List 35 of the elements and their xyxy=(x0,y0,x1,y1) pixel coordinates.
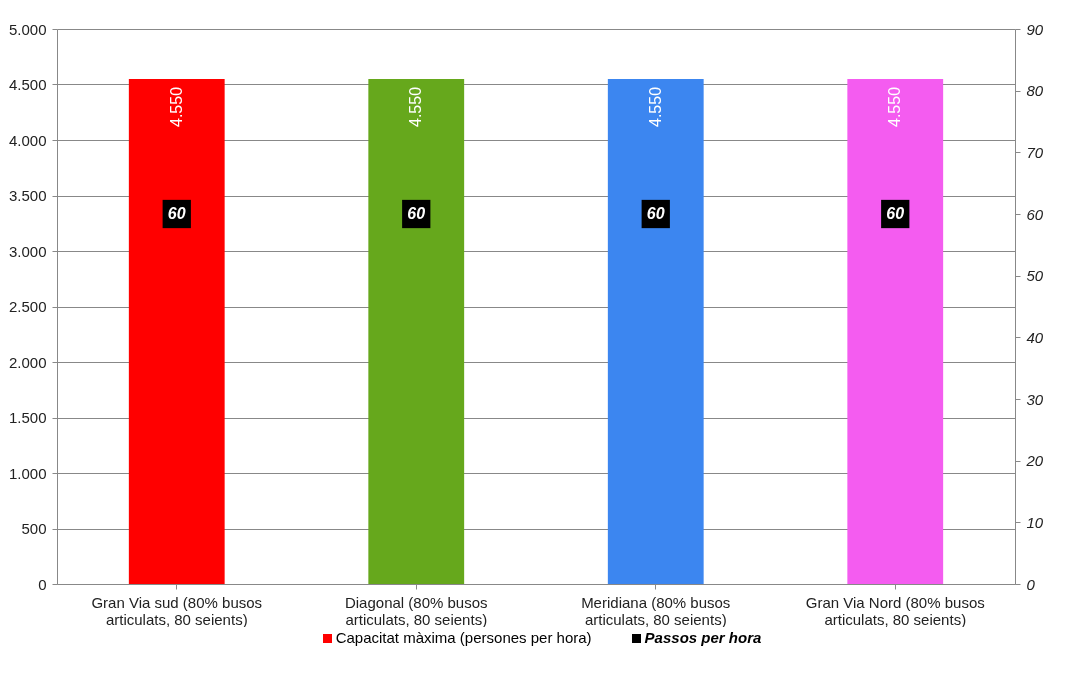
y2-tick-label: 10 xyxy=(1026,513,1044,531)
y-tick-label: 2.500 xyxy=(8,298,47,315)
x-tick-label: Diagonal (80% busos articulats, 80 seients) xyxy=(344,593,488,628)
x-tick-label: Gran Via Nord (80% busos articulats, 80 seients) xyxy=(805,593,985,628)
y-tick-label: 5.000 xyxy=(8,20,47,38)
y2-tick-label: 60 xyxy=(1026,205,1044,223)
y-tick-label: 4.500 xyxy=(8,76,47,93)
data-label: 60 xyxy=(886,205,905,222)
y-tick-label: 3.500 xyxy=(8,187,47,204)
y-tick-label: 0 xyxy=(38,575,47,593)
y-tick-label: 4.000 xyxy=(8,131,47,149)
y-tick-label: 3.000 xyxy=(8,242,47,260)
x-tick-label: Gran Via sud (80% busos articulats, 80 seients) xyxy=(91,593,263,628)
y2-tick-label: 80 xyxy=(1026,82,1044,100)
data-label: 4.550 xyxy=(407,86,425,127)
y-tick-label: 2.000 xyxy=(8,353,47,371)
y2-tick-label: 0 xyxy=(1026,575,1036,593)
legend-label: Passos per hora xyxy=(643,629,762,646)
y2-tick-label: 40 xyxy=(1026,328,1044,346)
data-label: 60 xyxy=(646,205,665,222)
y-tick-label: 1.000 xyxy=(8,464,47,482)
y-tick-label: 500 xyxy=(21,520,47,537)
data-label: 60 xyxy=(407,205,426,222)
y2-tick-label: 70 xyxy=(1026,143,1044,161)
x-tick-label: Meridiana (80% busos articulats, 80 seients) xyxy=(581,593,731,628)
data-label: 4.550 xyxy=(646,86,664,127)
data-label: 60 xyxy=(167,205,186,222)
data-label: 4.550 xyxy=(886,86,904,127)
y2-tick-label: 90 xyxy=(1026,20,1044,38)
legend-label: Capacitat màxima (persones per hora) xyxy=(334,629,592,646)
data-label: 4.550 xyxy=(167,86,185,127)
y-tick-label: 1.500 xyxy=(8,409,47,426)
y2-tick-label: 20 xyxy=(1025,452,1044,470)
y2-tick-label: 30 xyxy=(1026,390,1044,408)
y2-tick-label: 50 xyxy=(1026,267,1044,285)
